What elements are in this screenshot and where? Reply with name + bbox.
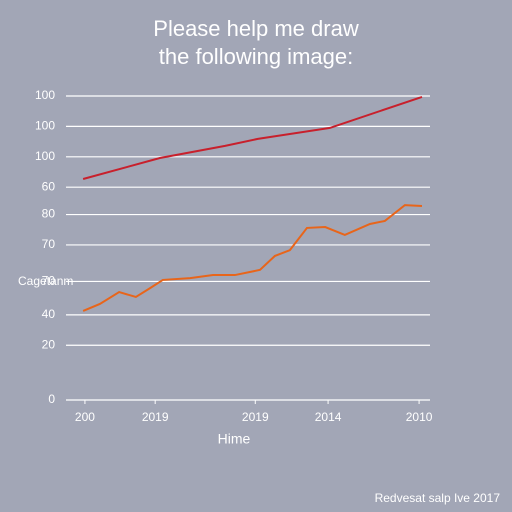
- y-tick-label: 100: [35, 149, 55, 163]
- y-tick-label: 40: [42, 307, 56, 321]
- y-tick-label: 80: [42, 207, 56, 221]
- x-tick-label: 200: [75, 410, 95, 424]
- footer: Redvesat salp Ive 2017: [375, 491, 501, 505]
- y-tick-label: 100: [35, 119, 55, 133]
- chart-title: the following image:: [159, 44, 353, 69]
- y-tick-label: 20: [42, 337, 56, 351]
- y-tick-label: 100: [35, 88, 55, 102]
- series-line: [82, 95, 423, 180]
- x-tick-label: 2019: [142, 410, 169, 424]
- x-tick-label: 2010: [406, 410, 433, 424]
- chart-title: Please help me draw: [153, 16, 359, 41]
- series-line: [82, 204, 423, 312]
- x-axis-label: Hime: [218, 431, 251, 447]
- y-tick-label: 60: [42, 179, 56, 193]
- y-axis-label: Cagetanm: [18, 274, 73, 288]
- y-tick-label: 0: [48, 392, 55, 406]
- y-tick-label: 70: [42, 274, 56, 288]
- y-tick-label: 70: [42, 237, 56, 251]
- x-tick-label: 2014: [315, 410, 342, 424]
- x-tick-label: 2019: [242, 410, 269, 424]
